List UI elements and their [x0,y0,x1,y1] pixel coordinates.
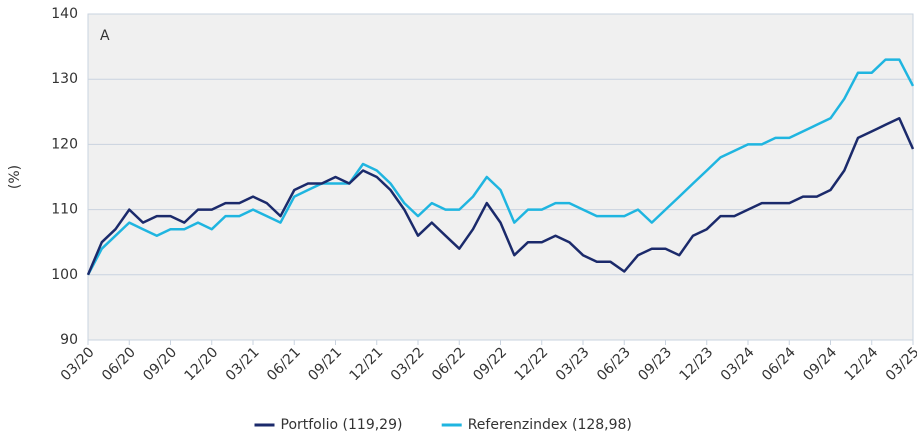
y-tick-label: 100 [51,267,78,283]
annotation: A [100,28,110,44]
y-tick-label: 110 [51,202,78,218]
x-tick-label: 09/24 [800,344,840,384]
x-tick-label: 06/20 [99,344,139,384]
legend-label: Referenzindex (128,98) [468,417,632,433]
x-tick-label: 12/23 [677,344,717,384]
y-tick-label: 140 [51,6,78,22]
y-tick-label: 90 [60,332,78,348]
x-tick-label: 12/20 [182,344,222,384]
y-tick-label: 120 [51,136,78,152]
x-tick-label: 12/22 [512,344,552,384]
x-tick-label: 12/21 [347,344,387,384]
x-tick-label: 09/20 [140,344,180,384]
x-tick-label: 03/22 [388,344,428,384]
x-tick-label: 06/23 [594,344,634,384]
x-tick-label: 03/24 [718,344,758,384]
x-tick-label: 06/24 [759,344,799,384]
x-tick-label: 06/22 [429,344,469,384]
x-tick-label: 06/21 [264,344,304,384]
legend-label: Portfolio (119,29) [281,417,403,433]
x-tick-label: 03/23 [553,344,593,384]
x-tick-label: 09/22 [470,344,510,384]
x-tick-label: 03/20 [58,344,98,384]
x-tick-label: 03/25 [883,344,917,384]
y-tick-label: 130 [51,71,78,87]
plot-area [87,13,914,341]
series-line [86,58,915,276]
y-axis-label: (%) [7,165,23,189]
x-tick-label: 09/21 [305,344,345,384]
x-tick-label: 03/21 [223,344,263,384]
x-tick-label: 09/23 [635,344,675,384]
series-line [86,117,915,276]
x-tick-label: 12/24 [842,344,882,384]
